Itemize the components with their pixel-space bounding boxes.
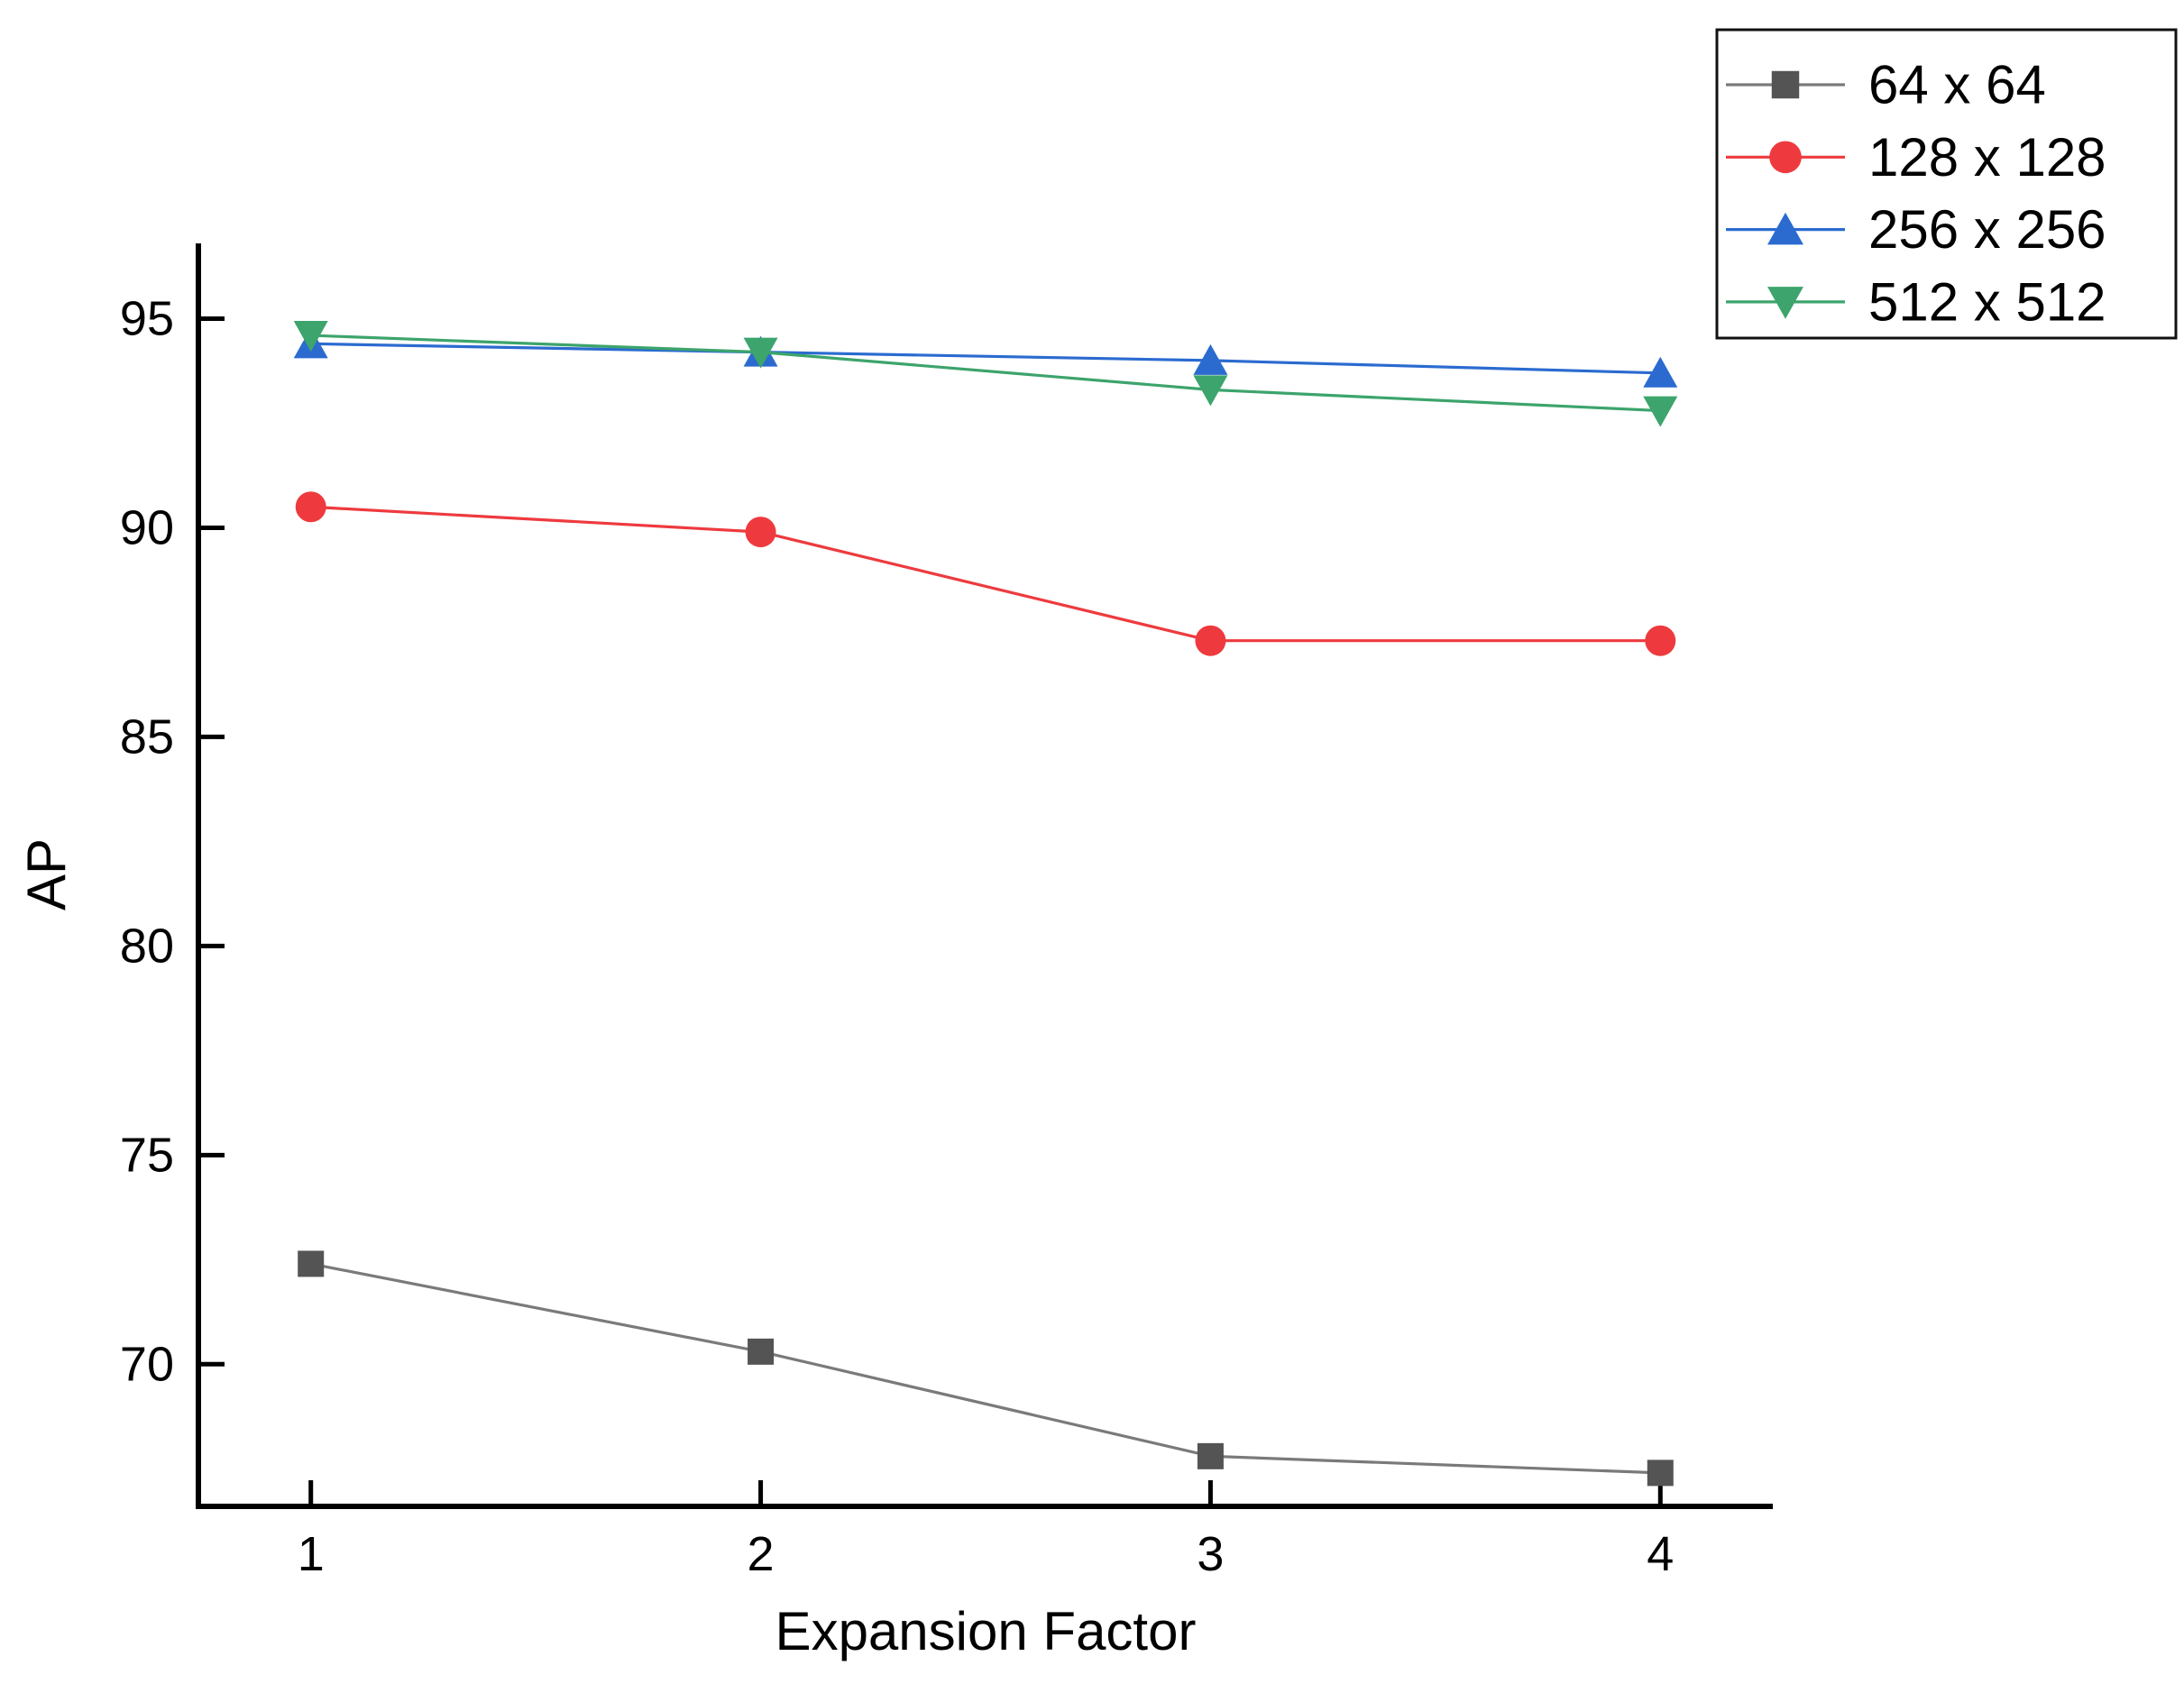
legend: 64 x 64 128 x 128 256 x 256 512 x 512 — [1715, 28, 2178, 340]
series-128x128 — [295, 491, 1676, 656]
square-marker — [1647, 1460, 1674, 1487]
legend-item-256x256: 256 x 256 — [1726, 199, 2106, 260]
y-tick-label: 80 — [120, 919, 174, 973]
circle-marker — [1195, 625, 1226, 656]
circle-marker — [295, 491, 326, 523]
y-tick-label: 95 — [120, 292, 174, 346]
square-marker — [748, 1338, 775, 1365]
series-line — [310, 1262, 1661, 1475]
legend-label: 256 x 256 — [1868, 199, 2106, 260]
triangle-down-marker — [1193, 375, 1228, 407]
x-tick-label: 2 — [748, 1527, 775, 1581]
square-marker — [1197, 1442, 1224, 1469]
y-tick-label: 75 — [120, 1128, 174, 1182]
circle-marker — [1645, 625, 1676, 656]
series-64x64 — [298, 1250, 1674, 1487]
triangle-up-marker — [1643, 356, 1678, 388]
series-256x256 — [293, 327, 1678, 388]
triangle-down-marker — [1643, 396, 1678, 427]
circle-marker — [745, 517, 776, 548]
legend-item-512x512: 512 x 512 — [1726, 271, 2106, 332]
triangle-up-marker — [1767, 212, 1803, 245]
series-512x512 — [293, 321, 1678, 427]
y-tick-label: 70 — [120, 1337, 174, 1391]
x-tick-label: 3 — [1197, 1527, 1224, 1581]
axes: 95 90 85 80 75 70 1 2 3 4 Expansion Factor AP — [16, 243, 1773, 1661]
legend-item-128x128: 128 x 128 — [1726, 127, 2106, 188]
legend-label: 128 x 128 — [1868, 127, 2106, 188]
triangle-down-marker — [743, 337, 778, 369]
y-axis-title: AP — [16, 838, 77, 910]
circle-marker — [1769, 141, 1802, 174]
y-tick-label: 90 — [120, 500, 174, 554]
square-marker — [298, 1250, 325, 1277]
legend-label: 512 x 512 — [1868, 271, 2106, 332]
series-line — [310, 505, 1661, 643]
x-tick-label: 4 — [1647, 1527, 1674, 1581]
square-marker — [1771, 70, 1800, 99]
legend-item-64x64: 64 x 64 — [1726, 55, 2046, 115]
series-line — [310, 334, 1661, 413]
x-tick-label: 1 — [298, 1527, 325, 1581]
x-axis-title: Expansion Factor — [775, 1601, 1197, 1661]
series-line — [310, 342, 1661, 375]
y-tick-label: 85 — [120, 709, 174, 764]
triangle-up-marker — [1193, 343, 1228, 375]
legend-label: 64 x 64 — [1868, 55, 2046, 115]
triangle-down-marker — [1767, 287, 1803, 319]
triangle-down-marker — [293, 321, 328, 352]
